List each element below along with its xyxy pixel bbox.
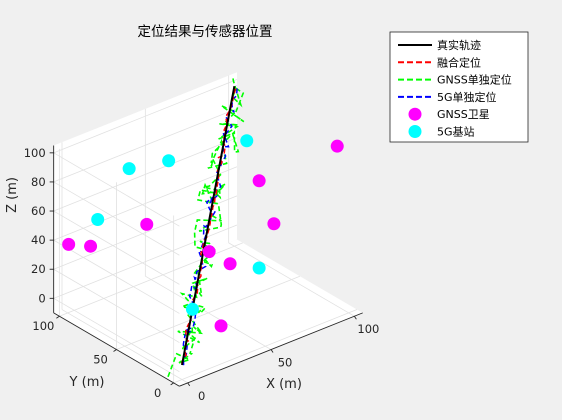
y-tick-label: 0	[154, 386, 161, 400]
z-tick-labels: 0 20 40 60 80 100	[24, 146, 54, 305]
grid-line-z	[53, 137, 238, 212]
y-tick-label: 50	[93, 353, 108, 367]
grid-line-z	[53, 297, 180, 373]
z-tick-label: 100	[24, 146, 46, 160]
x-tick-labels: 0 50 100	[187, 315, 379, 403]
y-tick-mark	[170, 382, 174, 386]
5g-base-station-marker	[240, 134, 254, 148]
legend-box	[389, 31, 529, 143]
gnss-satellite-marker	[214, 319, 228, 333]
legend-label: 5G单独定位	[437, 90, 497, 104]
legend-label: GNSS单独定位	[437, 73, 512, 87]
grid-line-y	[116, 275, 301, 350]
legend-marker	[408, 125, 422, 138]
x-axis-label: X (m)	[266, 377, 302, 392]
x-tick-label: 100	[357, 322, 379, 336]
5g-base-station-marker	[252, 261, 266, 275]
gnss-satellite-marker	[330, 139, 344, 153]
grid-line-z	[53, 195, 238, 270]
grid-line-z	[53, 181, 180, 256]
series-gnss-only	[167, 76, 245, 378]
5g-base-station-marker	[185, 302, 199, 316]
y-tick-mark	[56, 315, 60, 319]
x-tick-mark	[270, 349, 274, 353]
grid-line-z	[53, 152, 180, 227]
legend-label: 融合定位	[437, 55, 481, 69]
z-tick-label: 40	[31, 233, 46, 247]
y-tick-mark	[113, 349, 117, 352]
chart-title: 定位结果与传感器位置	[138, 23, 273, 40]
gnss-satellite-marker	[84, 239, 98, 253]
gnss-satellite-marker	[62, 237, 76, 251]
grid-line-z	[53, 268, 180, 343]
grid-line-z	[53, 210, 180, 285]
z-axis-label: Z (m)	[5, 177, 20, 213]
grid-lines	[53, 75, 358, 384]
gnss-satellite-marker	[202, 245, 216, 259]
gnss-satellite-marker	[252, 174, 266, 188]
y-tick-labels: 0 50 100	[32, 315, 174, 400]
x-tick-mark	[354, 315, 357, 320]
grid-line-z	[53, 239, 180, 314]
x-tick-label: 50	[278, 356, 293, 370]
gnss-satellite-marker	[140, 217, 154, 231]
gnss-satellite-marker	[267, 217, 281, 231]
series-true-path	[181, 85, 236, 366]
z-tick-label: 60	[31, 204, 46, 218]
y-axis-label: Y (m)	[69, 375, 105, 390]
5g-base-station-marker	[122, 162, 136, 176]
z-tick-label: 0	[38, 291, 45, 305]
x-tick-mark	[187, 382, 191, 387]
series-5g-only	[182, 85, 238, 366]
grid-line-z	[53, 79, 238, 154]
grid-line-z	[53, 166, 238, 241]
legend-marker	[408, 107, 422, 121]
z-tick-label: 80	[31, 175, 46, 189]
5g-base-station-marker	[162, 154, 176, 168]
legend-label: 真实轨迹	[437, 38, 481, 52]
plot-area[interactable]	[62, 76, 344, 378]
x-tick-label: 0	[198, 389, 205, 403]
5g-base-station-marker	[91, 213, 105, 226]
grid-line-y	[173, 309, 358, 384]
grid-line-z	[53, 108, 238, 183]
legend-label: 5G基站	[437, 125, 475, 139]
z-tick-label: 20	[31, 262, 46, 276]
legend-label: GNSS卫星	[437, 108, 490, 121]
y-tick-label: 100	[32, 319, 54, 333]
gnss-satellite-marker	[223, 257, 237, 271]
